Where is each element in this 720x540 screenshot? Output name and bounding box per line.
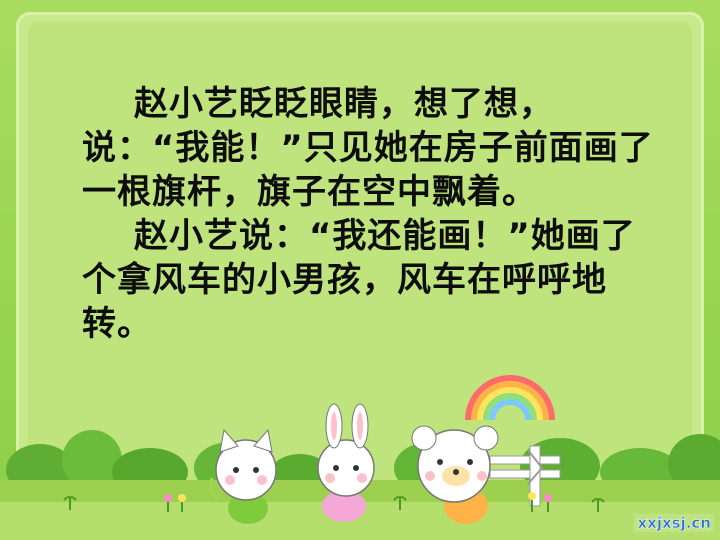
- bunny-icon: [317, 403, 375, 522]
- kitten-icon: [209, 428, 277, 524]
- rainbow-icon: [465, 375, 555, 421]
- flower-icon: [164, 492, 552, 512]
- story-paragraph-1: 赵小艺眨眨眼睛，想了想，说：“我能！”只见她在房子前面画了一根旗杆，旗子在空中飘…: [82, 84, 654, 212]
- story-text: 赵小艺眨眨眼睛，想了想，说：“我能！”只见她在房子前面画了一根旗杆，旗子在空中飘…: [82, 82, 662, 346]
- sprout-icon: [63, 496, 605, 512]
- story-paragraph-2: 赵小艺说：“我还能画！”她画了个拿风车的小男孩，风车在呼呼地转。: [82, 216, 636, 344]
- watermark: xxjxsj.cn: [634, 514, 714, 532]
- bear-icon: [411, 425, 499, 524]
- cartoon-scene: [0, 375, 720, 540]
- text-panel: [16, 12, 704, 496]
